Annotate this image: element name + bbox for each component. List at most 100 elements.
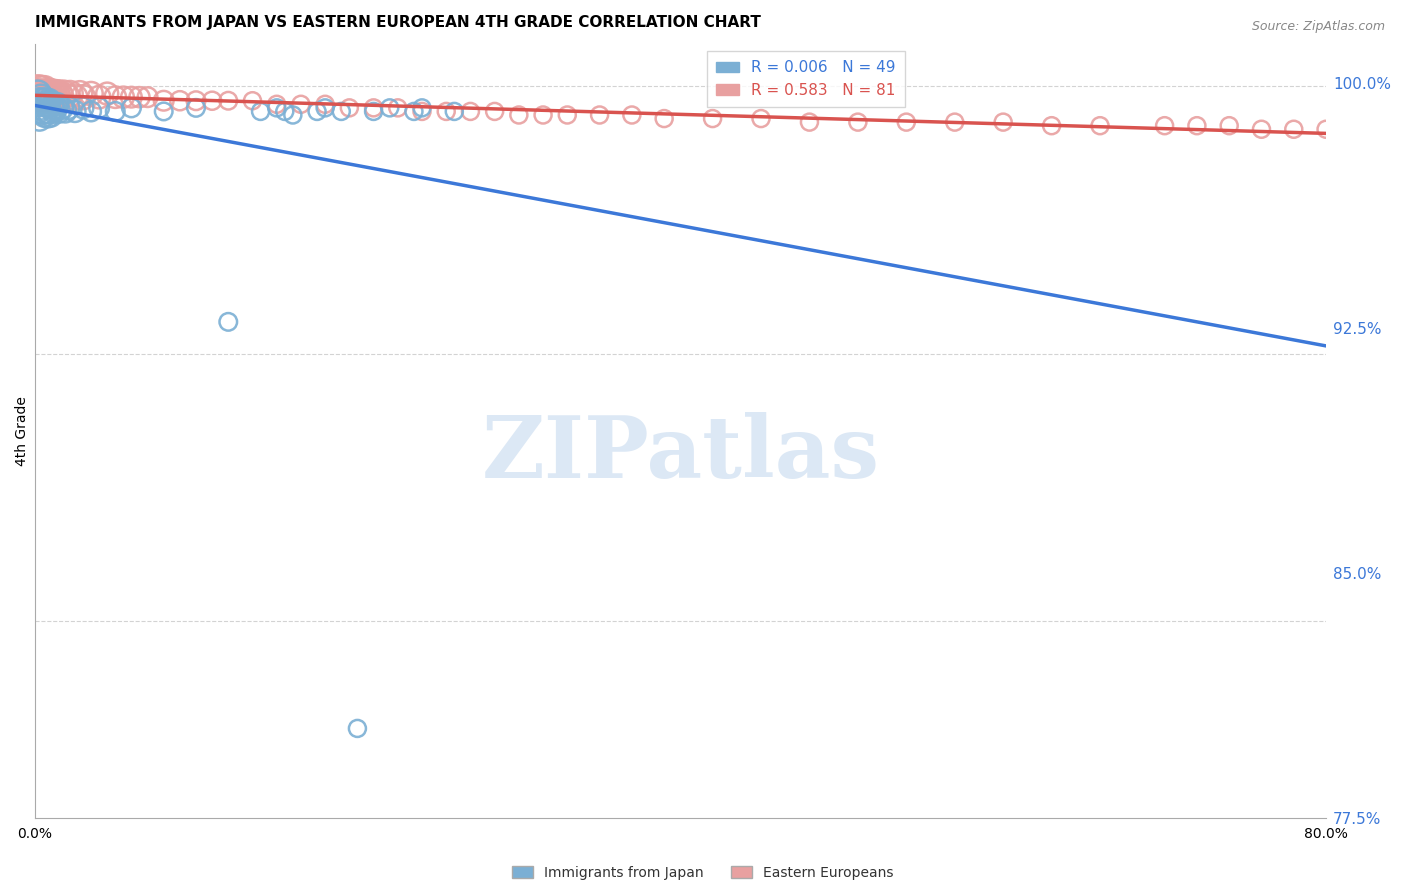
Point [281, 108, 304, 122]
Point [217, 94, 239, 108]
Point [30, 90, 52, 104]
Point [896, 115, 918, 129]
Point [80, 87, 103, 101]
Point [201, 94, 224, 108]
Point [274, 104, 297, 119]
Point [443, 104, 465, 119]
Point [38, 94, 60, 108]
Point [35, 94, 58, 108]
Point [27, 83, 49, 97]
Point [1153, 119, 1175, 133]
Point [63, 90, 86, 104]
Point [136, 90, 159, 104]
Point [42, 104, 65, 119]
Point [37, 108, 59, 122]
Point [508, 108, 530, 122]
Point [35, 104, 58, 119]
Point [32, 97, 55, 112]
Point [25, 97, 48, 112]
Point [59, 87, 82, 101]
Point [89, 90, 111, 104]
Point [152, 94, 174, 108]
Point [39, 87, 62, 101]
Point [411, 104, 433, 119]
Point [702, 112, 724, 126]
Point [943, 115, 966, 129]
Point [35, 87, 58, 101]
Point [30, 83, 52, 97]
Text: ZIPatlas: ZIPatlas [481, 412, 879, 496]
Point [32, 83, 55, 97]
Y-axis label: 4th Grade: 4th Grade [15, 396, 30, 466]
Point [799, 115, 821, 129]
Point [30, 90, 52, 104]
Point [402, 104, 425, 119]
Legend: Immigrants from Japan, Eastern Europeans: Immigrants from Japan, Eastern Europeans [506, 860, 900, 885]
Point [555, 108, 578, 122]
Point [249, 104, 271, 119]
Point [620, 108, 643, 122]
Point [32, 90, 55, 104]
Point [330, 104, 353, 119]
Point [48, 104, 70, 119]
Point [37, 90, 59, 104]
Point [28, 90, 51, 104]
Point [51, 101, 73, 115]
Point [41, 87, 63, 101]
Point [1379, 126, 1402, 140]
Point [184, 94, 207, 108]
Point [152, 104, 174, 119]
Point [169, 94, 191, 108]
Point [307, 104, 329, 119]
Point [1088, 119, 1111, 133]
Point [56, 90, 79, 104]
Point [45, 87, 67, 101]
Point [49, 90, 72, 104]
Point [434, 104, 457, 119]
Point [38, 87, 60, 101]
Point [128, 90, 150, 104]
Point [32, 108, 55, 122]
Point [58, 101, 80, 115]
Point [28, 94, 51, 108]
Point [652, 112, 675, 126]
Point [38, 90, 60, 104]
Point [42, 90, 65, 104]
Point [27, 90, 49, 104]
Point [52, 87, 75, 101]
Point [266, 101, 288, 115]
Point [39, 97, 62, 112]
Point [80, 104, 103, 119]
Point [72, 90, 94, 104]
Point [387, 101, 409, 115]
Point [53, 104, 76, 119]
Point [28, 87, 51, 101]
Point [28, 112, 51, 126]
Point [96, 87, 118, 101]
Point [37, 97, 59, 112]
Legend: R = 0.006   N = 49, R = 0.583   N = 81: R = 0.006 N = 49, R = 0.583 N = 81 [707, 52, 905, 107]
Point [37, 87, 59, 101]
Point [35, 90, 58, 104]
Point [72, 101, 94, 115]
Point [39, 90, 62, 104]
Point [588, 108, 610, 122]
Point [266, 97, 288, 112]
Point [39, 108, 62, 122]
Point [45, 101, 67, 115]
Point [411, 101, 433, 115]
Point [846, 115, 869, 129]
Point [46, 90, 69, 104]
Point [1250, 122, 1272, 136]
Text: Source: ZipAtlas.com: Source: ZipAtlas.com [1251, 20, 1385, 33]
Point [120, 90, 142, 104]
Point [290, 97, 312, 112]
Point [1282, 122, 1305, 136]
Point [31, 90, 53, 104]
Point [217, 315, 239, 329]
Point [346, 722, 368, 736]
Point [104, 90, 127, 104]
Point [1315, 122, 1337, 136]
Point [314, 97, 336, 112]
Point [337, 101, 360, 115]
